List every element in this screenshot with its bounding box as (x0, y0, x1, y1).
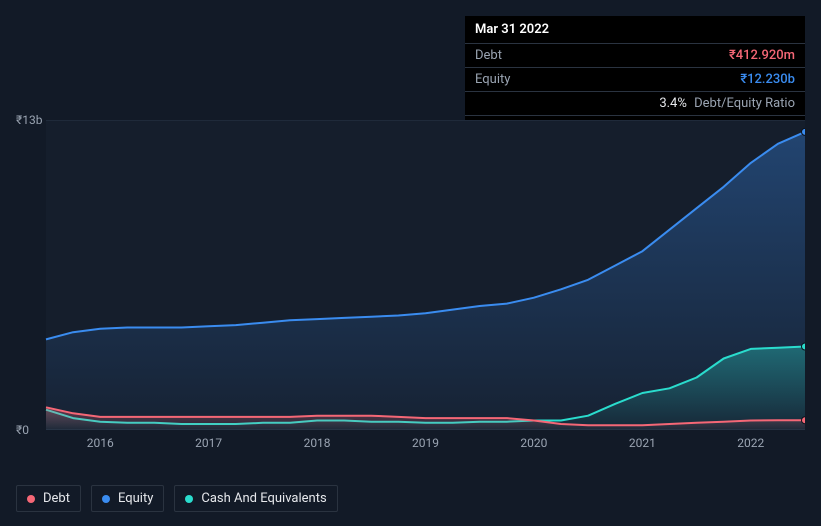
chart-container: 2016201720182019202020212022 ₹13b₹0 (16, 120, 805, 456)
tooltip-date: Mar 31 2022 (465, 16, 805, 43)
legend: Debt Equity Cash And Equivalents (16, 485, 338, 512)
tooltip-ratio-suffix: Debt/Equity Ratio (694, 96, 795, 111)
legend-item-equity[interactable]: Equity (91, 485, 164, 512)
tooltip-value: ₹412.920m (729, 48, 795, 63)
x-tick-label: 2021 (629, 436, 656, 450)
legend-label: Equity (118, 491, 153, 506)
y-tick-label: ₹13b (16, 113, 42, 127)
legend-swatch (102, 495, 110, 503)
x-tick-label: 2020 (520, 436, 547, 450)
legend-swatch (185, 495, 193, 503)
tooltip-row-ratio: 3.4% Debt/Equity Ratio (465, 91, 805, 115)
x-tick-label: 2017 (195, 436, 222, 450)
legend-item-cash[interactable]: Cash And Equivalents (174, 485, 337, 512)
area-chart[interactable] (16, 120, 805, 430)
x-axis-ticks: 2016 2017 2018 2019 2020 2021 2022 (16, 436, 805, 456)
x-tick-label: 2016 (87, 436, 114, 450)
tooltip-ratio: 3.4% Debt/Equity Ratio (659, 96, 795, 111)
x-tick-label: 2019 (412, 436, 439, 450)
tooltip-label: Debt (475, 48, 502, 63)
legend-label: Debt (43, 491, 70, 506)
tooltip-value: ₹12.230b (740, 72, 795, 87)
x-tick-label: 2018 (304, 436, 331, 450)
legend-swatch (27, 495, 35, 503)
tooltip-row-equity: Equity ₹12.230b (465, 67, 805, 91)
tooltip-ratio-pct: 3.4% (659, 96, 687, 111)
tooltip-label: Equity (475, 72, 510, 87)
tooltip-row-debt: Debt ₹412.920m (465, 43, 805, 67)
legend-label: Cash And Equivalents (201, 491, 326, 506)
y-tick-label: ₹0 (16, 423, 29, 437)
legend-item-debt[interactable]: Debt (16, 485, 81, 512)
x-tick-label: 2022 (737, 436, 764, 450)
